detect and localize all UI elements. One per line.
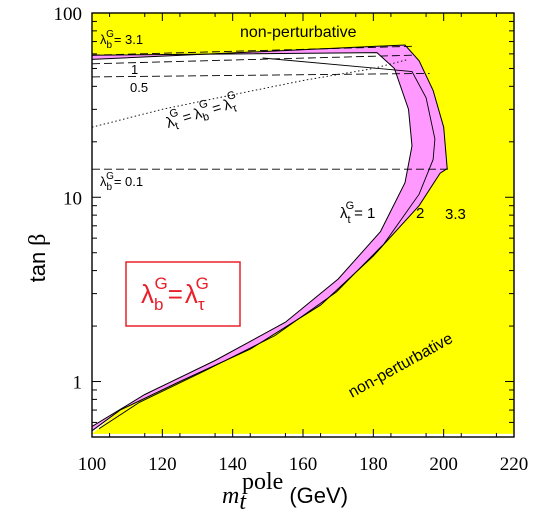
- triple-sub-t: t: [174, 120, 180, 132]
- series-layer: [92, 45, 451, 170]
- svg-text:tanβ: tan β: [25, 234, 51, 283]
- band-inner-boundary: [92, 52, 413, 427]
- data-layer: [92, 13, 514, 434]
- box-sup-tau: G: [196, 274, 209, 293]
- lambda-b-1-label: 1: [131, 62, 138, 77]
- y-tick-label: 100: [54, 4, 83, 25]
- triple-sup-tau: G: [226, 89, 238, 103]
- lb31-sub: b: [107, 40, 113, 51]
- ticks-layer: 100 120 140 160 180 200 220 1 10 100: [54, 4, 529, 475]
- lt1-sup: G: [346, 200, 355, 212]
- lambda-t-1-label: λtG= 1: [340, 200, 375, 226]
- lb01-sub: b: [107, 182, 113, 193]
- y-title-symbol: β: [25, 234, 51, 246]
- non-perturbative-region: [92, 13, 514, 434]
- lb01-rest: = 0.1: [114, 174, 143, 189]
- triple-sup-t: G: [168, 107, 180, 121]
- x-title-symbol: m: [222, 483, 239, 509]
- box-sym-tau: λ: [185, 279, 198, 309]
- triple-sub-tau: τ: [231, 102, 239, 115]
- x-tick-label: 140: [218, 454, 247, 475]
- condition-box-label: λbG=λτG: [141, 274, 209, 314]
- x-tick-label: 220: [500, 454, 529, 475]
- lb01-sup: G: [106, 171, 114, 182]
- band-outer-boundary: [92, 44, 448, 432]
- x-axis-title: mtpole(GeV): [222, 469, 348, 515]
- lambda-t-2-label: 2: [416, 205, 424, 222]
- lb01-sym: λ: [100, 174, 107, 189]
- x-tick-label: 120: [148, 454, 177, 475]
- x-tick-label: 160: [289, 454, 318, 475]
- lb31-rest: = 3.1: [114, 32, 143, 47]
- lt1-sub: t: [348, 214, 351, 226]
- x-title-superscript: pole: [242, 469, 283, 495]
- condition-box: [125, 261, 241, 327]
- lt1-sym: λ: [340, 205, 348, 222]
- non-perturbative-top-label: non-perturbative: [240, 24, 357, 41]
- y-tick-label: 1: [73, 373, 83, 394]
- series-line-1: [92, 45, 413, 56]
- lb31-sym: λ: [100, 32, 107, 47]
- box-sub-b: b: [154, 295, 163, 314]
- box-sub-tau: τ: [198, 295, 205, 314]
- box-sym-b: λ: [141, 279, 154, 309]
- series-line-2: [92, 54, 413, 65]
- box-eq: =: [168, 279, 183, 309]
- x-title-subscript: t: [239, 489, 247, 515]
- lambda-t-band: [92, 45, 448, 431]
- triple-sub-b: b: [201, 111, 210, 124]
- band-middle-curve: [98, 57, 436, 430]
- x-tick-label: 180: [359, 454, 388, 475]
- x-title-unit: (GeV): [289, 483, 348, 508]
- lambda-b-31-label: λbG= 3.1: [100, 29, 143, 51]
- series-line-3: [92, 72, 430, 78]
- y-tick-label: 10: [63, 188, 82, 209]
- y-title-text: tan: [25, 252, 50, 283]
- lambda-t-33-label: 3.3: [445, 206, 466, 223]
- lb31-sup: G: [106, 29, 114, 40]
- series-line-0: [92, 58, 409, 128]
- lt1-rest: = 1: [354, 205, 375, 222]
- lambda-b-01-label: λbG= 0.1: [100, 171, 143, 193]
- x-tick-label: 200: [429, 454, 458, 475]
- x-tick-label: 100: [78, 454, 107, 475]
- box-sup-b: G: [154, 274, 167, 293]
- lambda-b-05-label: 0.5: [130, 80, 148, 95]
- triple-sup-b: G: [198, 98, 210, 112]
- y-axis-title: tan β: [25, 234, 51, 283]
